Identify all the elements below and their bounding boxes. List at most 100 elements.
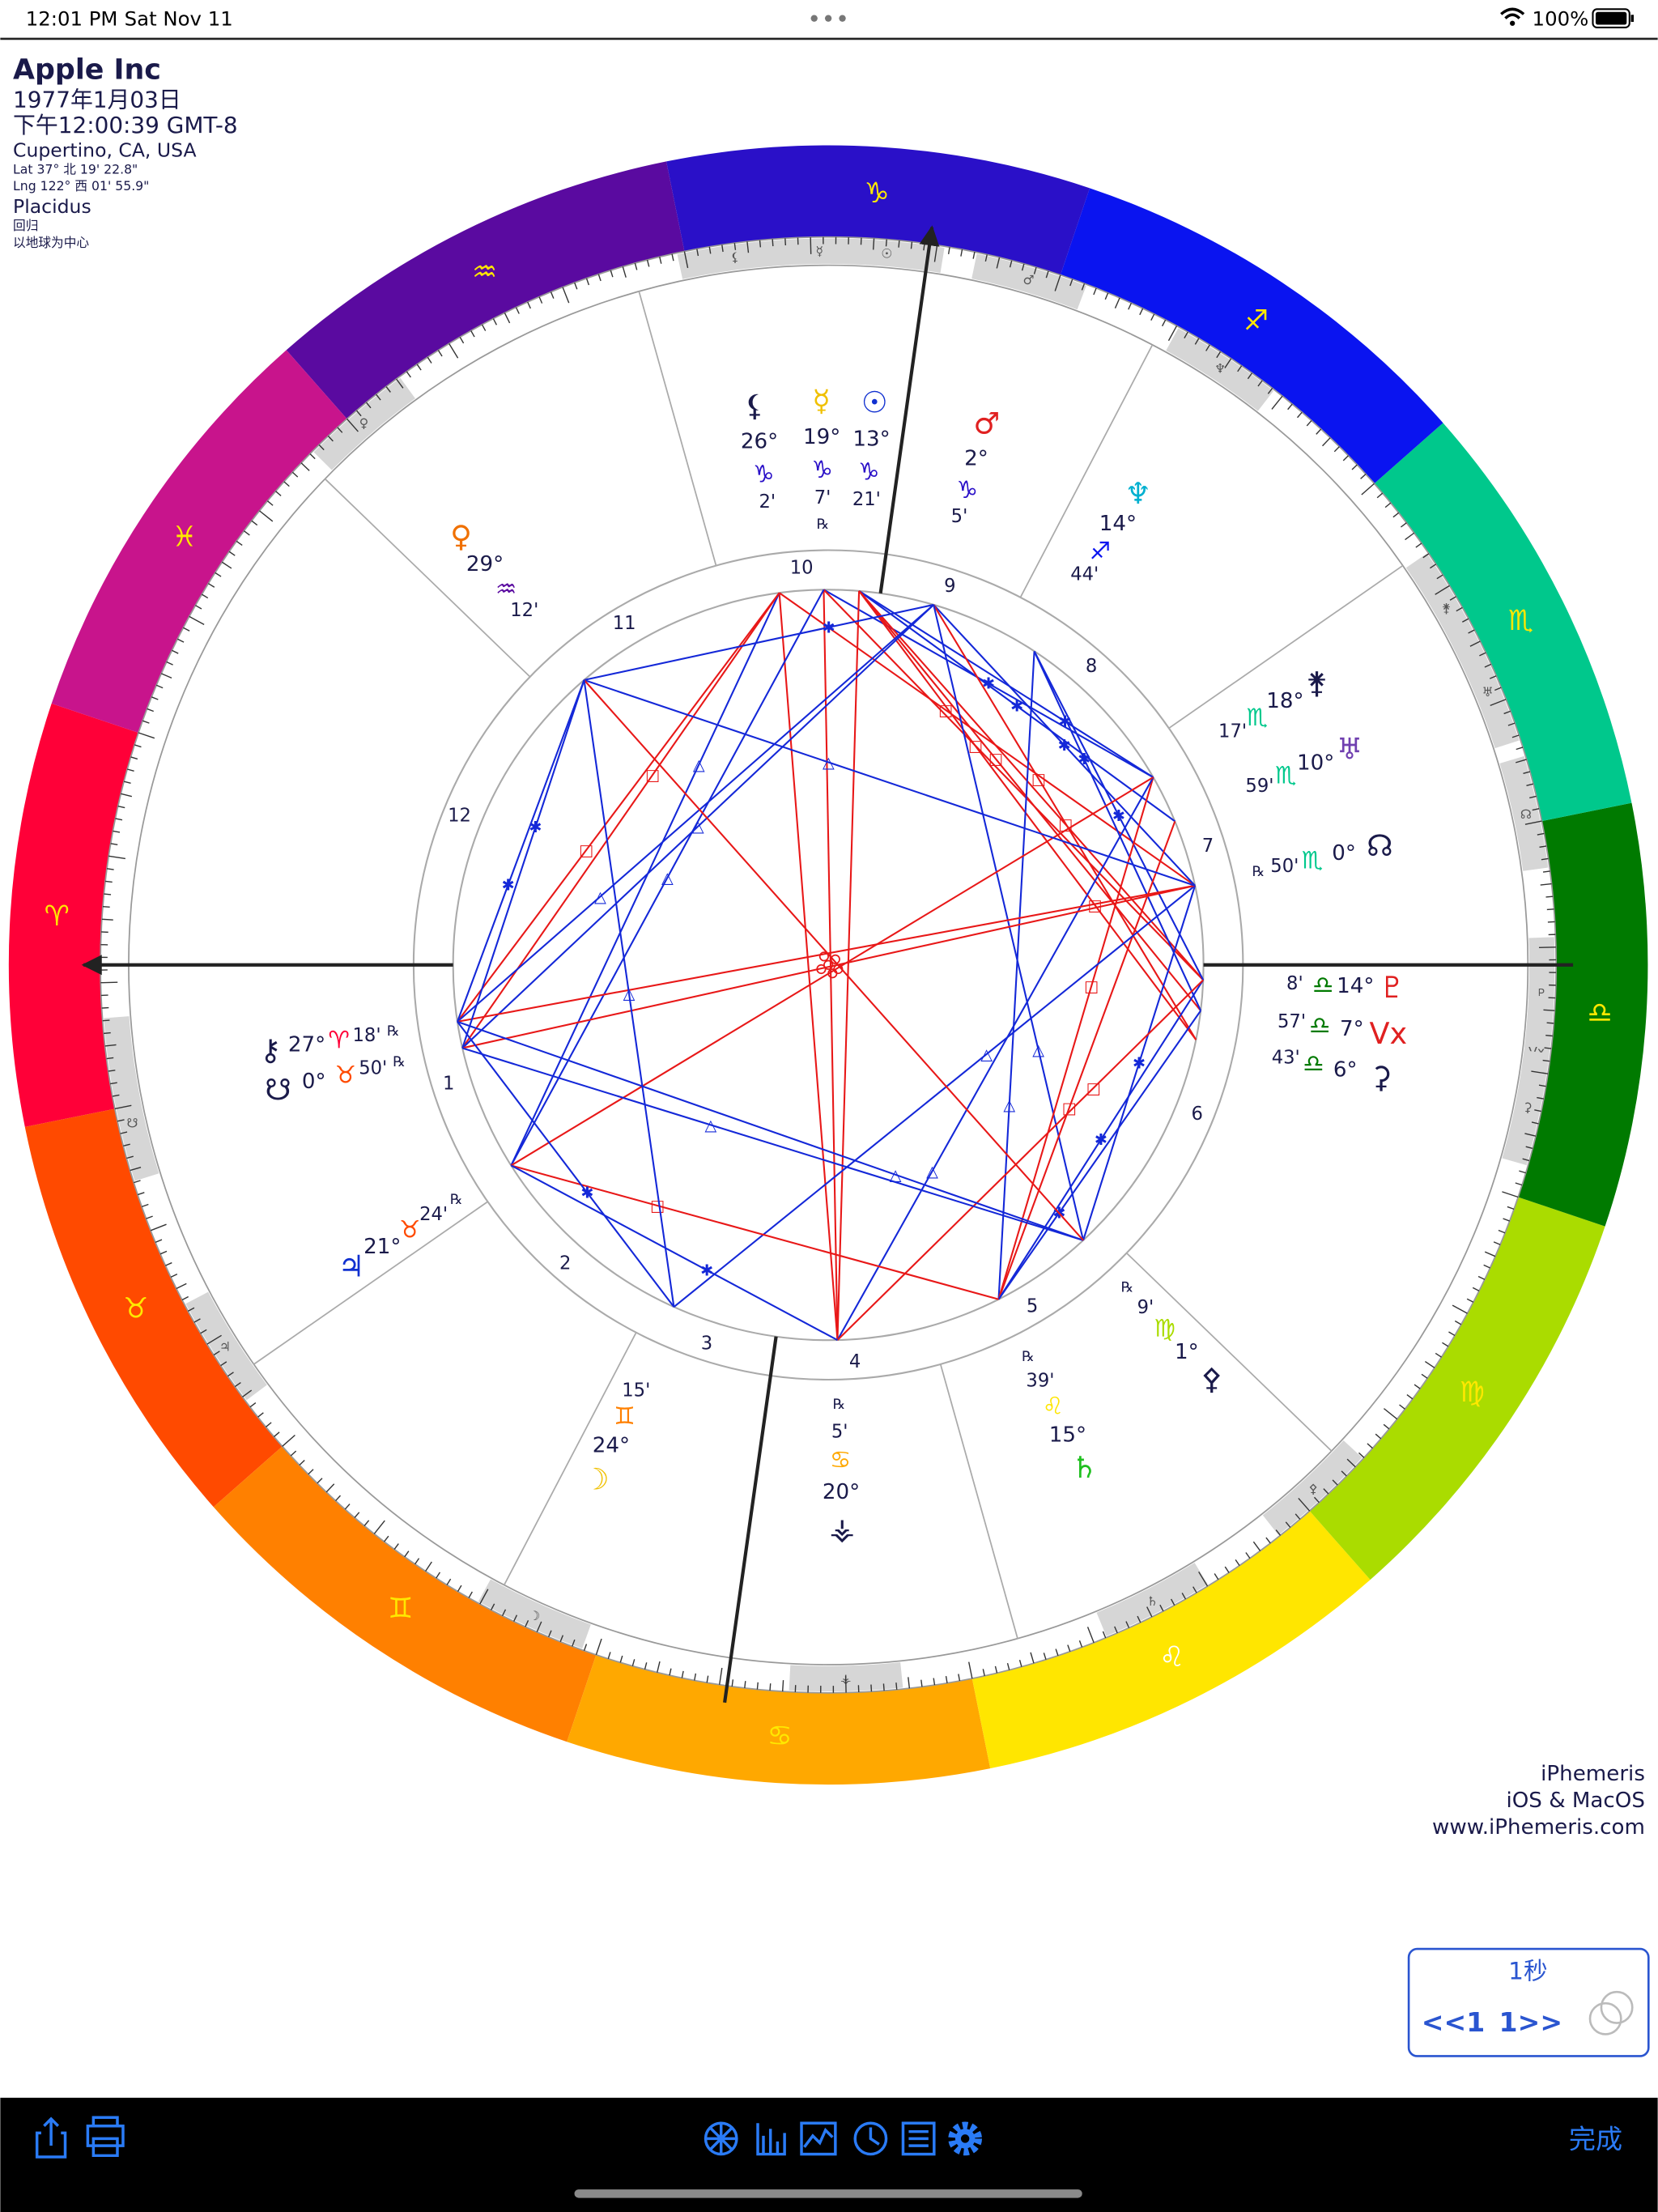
aspect-symbol: ✱ [1133,1053,1146,1072]
degree-tick [550,291,555,299]
planet-glyph: ♃ [338,1249,365,1284]
zodiac-sign-glyph: ♈ [45,900,70,933]
degree-tick [102,1019,110,1022]
degree-tick [134,744,142,748]
share-button[interactable] [35,2116,67,2159]
degree-tick [1033,266,1037,274]
degree-tick [1252,1541,1261,1551]
degree-tick [810,236,812,254]
aspect-symbol: △ [926,1162,938,1180]
done-button[interactable]: 完成 [1569,2124,1622,2155]
degree-tick [1399,1404,1405,1410]
planet-sign: ♉ [334,1061,356,1088]
degree-tick [1313,1496,1320,1504]
degree-tick [769,1683,772,1691]
aspect-line [779,592,1196,887]
wifi-dot [1510,20,1516,26]
list-button[interactable] [901,2121,936,2156]
planet-band-marker [1502,1050,1550,1166]
aspect-symbol: □ [579,841,593,860]
degree-tick [1519,1170,1526,1174]
settings-button[interactable] [948,2121,983,2156]
degree-tick [481,324,487,331]
planet-minute: 21' [852,489,881,510]
aspect-symbol: ✱ [502,876,515,895]
table-view-button[interactable] [756,2123,786,2156]
graph-view-button[interactable] [800,2121,837,2156]
aspect-line [457,1021,675,1308]
degree-tick [1494,687,1502,691]
degree-tick [1237,365,1243,372]
degree-tick [1030,1652,1035,1664]
degree-tick [1192,1586,1197,1593]
degree-tick [282,1434,295,1447]
print-button[interactable] [86,2116,125,2158]
planet-glyph: ☊ [1367,828,1393,863]
degree-tick [117,1119,125,1122]
house-cusp [503,1332,637,1586]
battery-outline [1592,8,1630,29]
zodiac-sign-segment [1060,188,1443,484]
degree-tick [266,500,274,506]
degree-tick [102,905,110,908]
house-number: 3 [701,1334,712,1355]
degree-tick [718,1667,723,1685]
time-button[interactable] [853,2121,888,2156]
degree-tick [275,491,282,496]
degree-tick [910,241,913,249]
degree-tick [744,1681,746,1688]
house-number: 9 [944,576,955,597]
center-marker [823,959,834,970]
degree-tick [1523,771,1531,775]
degree-tick [1401,522,1407,528]
degree-tick [572,1639,576,1647]
chart-latitude: Lat 37° 北 19' 22.8" [13,161,138,177]
degree-tick [1102,1631,1107,1639]
planet-glyph: ⚶ [830,1512,855,1546]
planet-band-glyph: ♆ [1214,360,1226,376]
zodiac-sign-segment [213,1446,597,1742]
degree-tick [213,1351,220,1356]
degree-tick [346,418,359,432]
planet-minute: 39' [1026,1371,1054,1392]
aspect-line [836,979,1204,1341]
degree-tick [183,627,190,632]
home-indicator [574,2189,1082,2198]
degree-tick [1361,483,1375,496]
planet-sign: ♎ [1312,971,1334,998]
planet-degree: 7° [1340,1017,1364,1041]
degree-tick [1461,618,1469,623]
degree-tick [108,855,125,860]
degree-tick [1104,292,1109,300]
center-marker [818,951,829,962]
zodiac-sign-segment [1374,423,1632,822]
degree-tick [1472,1287,1480,1291]
house-number: 7 [1202,836,1214,857]
degree-tick [113,830,121,833]
step-interval[interactable]: 1秒 [1508,1958,1547,1985]
degree-tick [721,245,724,253]
degree-tick [1542,870,1550,873]
planet-minute: 50' [1270,856,1299,877]
step-back-button[interactable]: <<1 [1422,2006,1485,2038]
degree-tick [1247,372,1253,380]
toolbar: 完成 [0,2097,1658,2212]
degree-tick [631,1659,636,1666]
planet-sign: ♉ [399,1216,421,1244]
center-marker [833,963,844,975]
credit-platforms: iOS & MacOS [1506,1789,1644,1813]
house-number: 6 [1191,1104,1202,1125]
reset-icon[interactable] [1588,2001,1622,2035]
degree-tick [1449,596,1456,601]
degree-tick [228,551,236,556]
aspect-symbol: △ [890,1165,902,1184]
multitask-dot [810,15,818,22]
zodiac-sign-segment [1309,1197,1605,1580]
degree-tick [385,386,391,393]
planet-sign: ♒ [495,575,517,602]
degree-tick [1006,1662,1010,1670]
aspect-line [997,651,1035,1300]
degree-tick [1114,1626,1118,1634]
step-forward-button[interactable]: 1>> [1499,2006,1563,2038]
aspect-line [836,776,1154,1341]
